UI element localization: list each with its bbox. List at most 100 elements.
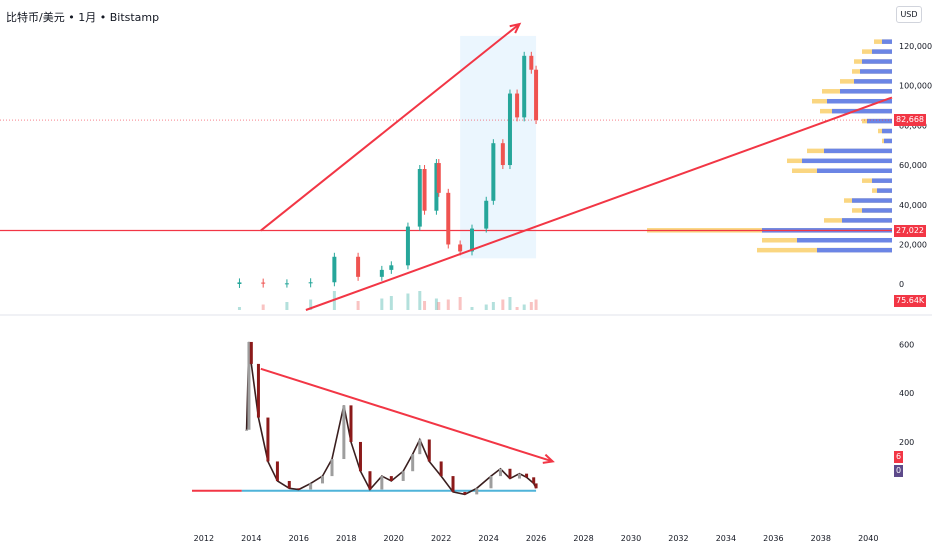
- support-price-tag: 27,022: [894, 224, 926, 237]
- osc-bar-11: [342, 405, 346, 460]
- candle-body-22: [529, 55, 534, 70]
- osc-bar-27: [508, 468, 512, 479]
- volume-bar-7: [389, 296, 393, 310]
- header-separator: •: [68, 11, 75, 24]
- candle-body-19: [507, 93, 512, 166]
- last-price-tag: 82,668: [894, 114, 926, 127]
- volume-bar-2: [285, 302, 289, 310]
- vp-blue-20: [797, 237, 892, 243]
- osc-bar-13: [358, 441, 362, 472]
- osc-bar-25: [489, 476, 493, 489]
- volume-bar-5: [356, 301, 360, 310]
- osc-trendline-arrow-0: [542, 453, 555, 464]
- vp-blue-0: [882, 39, 892, 44]
- y-tick-120000: 120,000: [899, 42, 932, 51]
- osc-trendline-0: [260, 367, 553, 463]
- volume-bar-17: [491, 302, 495, 310]
- volume-bar-9: [418, 291, 422, 310]
- osc-bar-15: [380, 476, 384, 490]
- y-tick-40000: 40,000: [899, 201, 927, 210]
- vp-blue-17: [862, 208, 892, 213]
- osc-tick-200: 200: [899, 438, 914, 447]
- volume-bar-11: [434, 298, 438, 310]
- vp-blue-1: [872, 49, 892, 54]
- volume-bar-8: [406, 293, 410, 310]
- x-tick-2038: 2038: [811, 534, 831, 543]
- osc-bar-20: [427, 439, 431, 462]
- volume-bar-23: [534, 299, 538, 310]
- vp-blue-8: [867, 118, 892, 124]
- y-tick-0: 0: [899, 280, 904, 289]
- candle-body-23: [534, 69, 539, 121]
- volume-bar-3: [309, 299, 313, 310]
- x-tick-2028: 2028: [573, 534, 593, 543]
- interval-label[interactable]: 1月: [78, 11, 97, 24]
- candle-body-20: [515, 93, 520, 118]
- symbol-name: 比特币/美元: [6, 11, 65, 24]
- symbol-header[interactable]: 比特币/美元 • 1月 • Bitstamp: [6, 9, 159, 25]
- x-tick-2030: 2030: [621, 534, 641, 543]
- osc-bar-5: [275, 461, 279, 481]
- osc-bar-3: [256, 363, 260, 418]
- x-tick-2018: 2018: [336, 534, 356, 543]
- osc-bar-16: [389, 476, 393, 481]
- x-tick-2032: 2032: [668, 534, 688, 543]
- candle-body-4: [332, 256, 337, 283]
- candle-body-7: [389, 265, 394, 270]
- osc-bar-7: [297, 488, 301, 490]
- y-tick-100000: 100,000: [899, 82, 932, 91]
- candle-body-0: [237, 282, 242, 284]
- osc-bar-12: [349, 405, 353, 442]
- osc-bar-23: [463, 491, 467, 495]
- x-tick-2024: 2024: [478, 534, 498, 543]
- candle-body-14: [458, 244, 463, 252]
- candle-body-12: [436, 163, 441, 193]
- x-tick-2036: 2036: [763, 534, 783, 543]
- volume-bar-21: [522, 304, 526, 310]
- candle-body-16: [484, 200, 489, 229]
- osc-bar-14: [368, 471, 372, 490]
- osc-bar-17: [401, 471, 405, 481]
- volume-bar-1: [261, 304, 265, 310]
- x-tick-2020: 2020: [384, 534, 404, 543]
- y-tick-60000: 60,000: [899, 161, 927, 170]
- vp-blue-7: [832, 108, 892, 114]
- volume-bar-19: [508, 297, 512, 310]
- x-tick-2022: 2022: [431, 534, 451, 543]
- osc-bar-31: [534, 483, 538, 489]
- osc-bar-2: [249, 341, 253, 364]
- vp-blue-11: [824, 148, 892, 154]
- currency-button[interactable]: USD: [896, 6, 922, 23]
- volume-tag: 75.64K: [894, 295, 927, 307]
- osc-bar-19: [418, 439, 422, 455]
- candle-body-9: [417, 169, 422, 227]
- volume-bar-15: [470, 307, 474, 310]
- vp-blue-13: [817, 168, 892, 173]
- vp-blue-21: [817, 247, 892, 253]
- osc-tick-600: 600: [899, 340, 914, 349]
- vp-blue-5: [840, 89, 892, 94]
- x-tick-2034: 2034: [716, 534, 736, 543]
- x-tick-2040: 2040: [858, 534, 878, 543]
- y-tick-20000: 20,000: [899, 240, 927, 249]
- candle-body-1: [261, 282, 266, 284]
- volume-bar-6: [380, 298, 384, 310]
- osc-bar-30: [532, 477, 536, 484]
- candle-body-21: [522, 55, 527, 118]
- candle-body-10: [422, 169, 427, 211]
- osc-bar-29: [525, 473, 529, 478]
- osc-bar-8: [309, 483, 313, 490]
- volume-bar-18: [501, 299, 505, 310]
- volume-bar-22: [529, 302, 533, 310]
- osc-bar-4: [266, 417, 270, 462]
- candle-body-2: [284, 283, 289, 285]
- osc-value-tag-a: 6: [894, 451, 904, 463]
- osc-bar-28: [517, 473, 521, 479]
- volume-bar-20: [515, 307, 519, 310]
- osc-tick-400: 400: [899, 389, 914, 398]
- volume-bar-10: [423, 301, 427, 310]
- osc-bar-1: [247, 341, 251, 430]
- candle-body-15: [470, 228, 474, 252]
- vp-blue-4: [854, 79, 892, 84]
